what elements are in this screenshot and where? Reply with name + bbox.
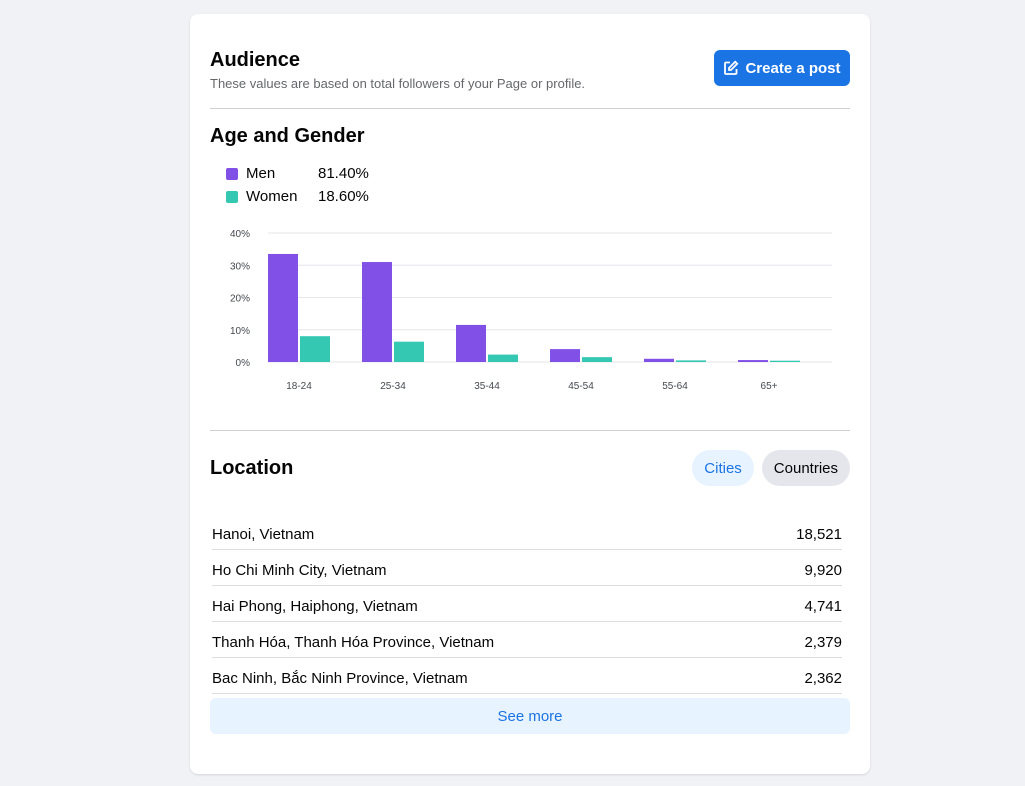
location-count: 4,741	[804, 598, 842, 615]
bar-men-65+[interactable]	[738, 360, 768, 362]
location-count: 18,521	[796, 526, 842, 543]
y-tick-label: 10%	[230, 326, 250, 337]
y-tick-label: 30%	[230, 261, 250, 272]
create-post-button[interactable]: Create a post	[714, 50, 850, 86]
x-tick-label: 35-44	[474, 381, 500, 392]
tab-cities[interactable]: Cities	[692, 450, 754, 486]
x-tick-label: 55-64	[662, 381, 688, 392]
x-tick-label: 45-54	[568, 381, 594, 392]
location-row: Thanh Hóa, Thanh Hóa Province, Vietnam 2,…	[212, 622, 842, 658]
x-tick-label: 18-24	[286, 381, 312, 392]
legend-percent-men: 81.40%	[318, 165, 369, 182]
bar-women-55-64[interactable]	[676, 360, 706, 362]
divider	[210, 430, 850, 431]
location-row: Hai Phong, Haiphong, Vietnam 4,741	[212, 586, 842, 622]
location-place: Hanoi, Vietnam	[212, 526, 315, 543]
bar-women-45-54[interactable]	[582, 357, 612, 362]
audience-header: Audience These values are based on total…	[210, 48, 850, 108]
bar-women-65+[interactable]	[770, 360, 800, 362]
location-place: Hai Phong, Haiphong, Vietnam	[212, 598, 418, 615]
bar-men-35-44[interactable]	[456, 324, 486, 362]
legend-swatch-men	[226, 167, 238, 180]
location-place: Bac Ninh, Bắc Ninh Province, Vietnam	[212, 670, 468, 687]
edit-square-icon	[724, 60, 739, 75]
location-place: Thanh Hóa, Thanh Hóa Province, Vietnam	[212, 634, 495, 651]
y-tick-label: 40%	[230, 229, 250, 240]
bar-men-18-24[interactable]	[268, 253, 298, 362]
location-count: 2,362	[804, 670, 842, 687]
create-post-label: Create a post	[745, 59, 841, 77]
tab-countries[interactable]: Countries	[761, 450, 850, 486]
location-count: 9,920	[804, 562, 842, 579]
legend-swatch-women	[226, 190, 238, 203]
age-gender-bar-chart: 0% 10% 20% 30% 40% 18-24 25-34 35-44 45-54 55-64 6…	[230, 229, 832, 392]
divider	[210, 108, 850, 109]
gender-legend: Men 81.40% Women 18.60%	[226, 162, 369, 208]
x-tick-label: 65+	[761, 381, 778, 392]
bar-women-35-44[interactable]	[488, 354, 518, 362]
location-list: Hanoi, Vietnam 18,521 Ho Chi Minh City, Vi…	[212, 514, 842, 694]
legend-item-women: Women 18.60%	[226, 185, 369, 208]
bar-men-45-54[interactable]	[550, 349, 580, 362]
location-tabs: Cities Countries	[692, 450, 850, 486]
y-tick-label: 20%	[230, 294, 250, 305]
legend-item-men: Men 81.40%	[226, 162, 369, 185]
bar-men-55-64[interactable]	[644, 358, 674, 362]
legend-label-men: Men	[246, 165, 276, 182]
audience-subtitle: These values are based on total follower…	[210, 76, 586, 91]
legend-label-women: Women	[246, 188, 298, 205]
location-title: Location	[210, 457, 294, 479]
legend-percent-women: 18.60%	[318, 188, 369, 205]
audience-card: Audience These values are based on total…	[190, 14, 870, 774]
location-row: Ho Chi Minh City, Vietnam 9,920	[212, 550, 842, 586]
bar-women-18-24[interactable]	[300, 336, 330, 362]
audience-title: Audience	[210, 49, 301, 71]
y-tick-label: 0%	[236, 358, 251, 369]
x-tick-label: 25-34	[380, 381, 406, 392]
location-count: 2,379	[804, 634, 842, 651]
bar-women-25-34[interactable]	[394, 341, 424, 362]
bar-men-25-34[interactable]	[362, 262, 392, 362]
see-more-button[interactable]: See more	[210, 698, 850, 734]
age-gender-title: Age and Gender	[210, 125, 365, 147]
location-row: Hanoi, Vietnam 18,521	[212, 514, 842, 550]
location-place: Ho Chi Minh City, Vietnam	[212, 562, 387, 579]
location-row: Bac Ninh, Bắc Ninh Province, Vietnam 2,36…	[212, 658, 842, 694]
